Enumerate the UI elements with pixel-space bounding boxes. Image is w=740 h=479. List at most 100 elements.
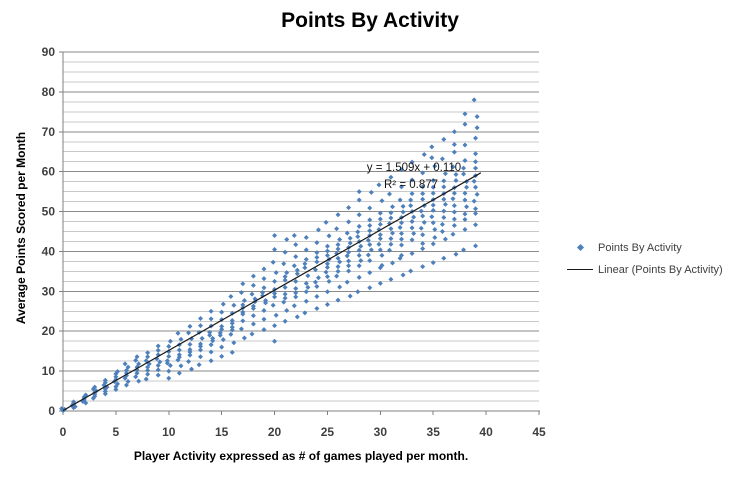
scatter-point bbox=[335, 297, 341, 303]
scatter-point bbox=[390, 230, 396, 236]
scatter-point bbox=[409, 219, 415, 225]
scatter-point bbox=[398, 167, 404, 173]
scatter-point bbox=[312, 279, 318, 285]
scatter-point bbox=[471, 198, 477, 204]
scatter-point bbox=[379, 198, 385, 204]
trendline bbox=[62, 172, 482, 412]
scatter-point bbox=[166, 375, 172, 381]
scatter-point bbox=[314, 240, 320, 246]
scatter-point bbox=[229, 327, 235, 333]
scatter-point bbox=[187, 352, 193, 358]
scatter-point bbox=[367, 242, 373, 248]
scatter-point bbox=[462, 121, 468, 127]
trendline-r-squared: R² = 0.877 bbox=[383, 179, 439, 191]
scatter-point bbox=[418, 225, 424, 231]
scatter-point bbox=[250, 282, 256, 288]
scatter-point bbox=[379, 252, 385, 258]
scatter-point bbox=[451, 142, 457, 148]
scatter-point bbox=[293, 290, 299, 296]
scatter-point bbox=[344, 253, 350, 259]
scatter-point bbox=[238, 326, 244, 332]
scatter-point bbox=[92, 384, 98, 390]
scatter-point bbox=[155, 367, 161, 373]
scatter-point bbox=[303, 234, 309, 240]
scatter-point bbox=[335, 242, 341, 248]
scatter-point bbox=[198, 315, 204, 321]
scatter-point bbox=[441, 196, 447, 202]
scatter-point bbox=[302, 310, 308, 316]
scatter-point bbox=[400, 272, 406, 278]
scatter-point bbox=[136, 361, 142, 367]
scatter-point bbox=[390, 260, 396, 266]
scatter-point bbox=[398, 252, 404, 258]
scatter-point bbox=[473, 184, 479, 190]
scatter-point bbox=[356, 197, 362, 203]
scatter-point bbox=[302, 265, 308, 271]
scatter-point bbox=[408, 203, 414, 209]
scatter-point bbox=[356, 189, 362, 195]
scatter-point bbox=[367, 217, 373, 223]
scatter-point bbox=[273, 312, 279, 318]
scatter-point bbox=[282, 274, 288, 280]
scatter-point bbox=[261, 276, 267, 282]
scatter-point bbox=[420, 196, 426, 202]
y-tick-label: 10 bbox=[42, 364, 56, 378]
scatter-point bbox=[155, 347, 161, 353]
scatter-point bbox=[461, 165, 467, 171]
scatter-point bbox=[136, 378, 142, 384]
scatter-point bbox=[450, 164, 456, 170]
x-tick-label: 5 bbox=[113, 425, 120, 439]
trendline-equation: y = 1.509x + 0.110 bbox=[366, 162, 462, 174]
scatter-point bbox=[220, 337, 226, 343]
y-tick-label: 20 bbox=[42, 324, 56, 338]
scatter-point bbox=[293, 242, 299, 248]
scatter-point bbox=[187, 323, 193, 329]
scatter-point bbox=[420, 264, 426, 270]
scatter-point bbox=[344, 230, 350, 236]
scatter-point bbox=[272, 278, 278, 284]
scatter-point bbox=[473, 206, 479, 212]
scatter-point bbox=[198, 347, 204, 353]
scatter-point bbox=[294, 267, 300, 273]
scatter-point bbox=[420, 191, 426, 197]
scatter-point bbox=[450, 196, 456, 202]
scatter-point bbox=[178, 336, 184, 342]
scatter-point bbox=[430, 241, 436, 247]
scatter-point bbox=[281, 261, 287, 267]
chart-title: Points By Activity bbox=[281, 9, 459, 32]
legend-marker-slot bbox=[567, 269, 593, 270]
scatter-point bbox=[284, 236, 290, 242]
scatter-point bbox=[314, 294, 320, 300]
scatter-point bbox=[281, 299, 287, 305]
scatter-point bbox=[411, 230, 417, 236]
scatter-point bbox=[324, 289, 330, 295]
scatter-point bbox=[400, 203, 406, 209]
scatter-point bbox=[420, 184, 426, 190]
scatter-point bbox=[420, 213, 426, 219]
scatter-point bbox=[461, 247, 467, 253]
scatter-point bbox=[471, 97, 477, 103]
scatter-point bbox=[429, 144, 435, 150]
scatter-point bbox=[451, 129, 457, 135]
scatter-point bbox=[71, 399, 77, 405]
scatter-point bbox=[462, 211, 468, 217]
scatter-point bbox=[409, 191, 415, 197]
scatter-point bbox=[178, 363, 184, 369]
scatter-point bbox=[282, 291, 288, 297]
scatter-point bbox=[240, 302, 246, 308]
scatter-point bbox=[346, 258, 352, 264]
scatter-point bbox=[189, 366, 195, 372]
scatter-point bbox=[314, 254, 320, 260]
y-tick-label: 80 bbox=[42, 85, 56, 99]
scatter-point bbox=[228, 294, 234, 300]
scatter-point bbox=[473, 211, 479, 217]
scatter-point bbox=[451, 223, 457, 229]
scatter-point bbox=[198, 323, 204, 329]
scatter-point bbox=[418, 208, 424, 214]
scatter-point bbox=[326, 278, 332, 284]
scatter-point bbox=[305, 284, 311, 290]
scatter-point bbox=[166, 368, 172, 374]
scatter-point bbox=[291, 303, 297, 309]
scatter-point bbox=[409, 225, 415, 231]
